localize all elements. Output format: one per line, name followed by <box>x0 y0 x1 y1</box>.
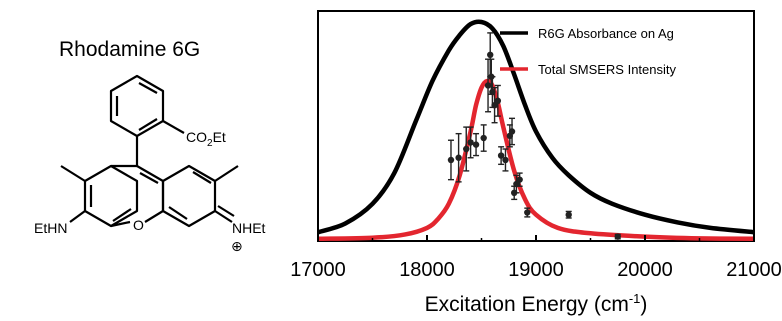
data-point-marker <box>494 97 502 105</box>
x-tick-label: 17000 <box>290 259 346 281</box>
ring-oxygen-label: O <box>133 217 144 233</box>
data-point <box>447 139 455 181</box>
legend-label-absorbance: R6G Absorbance on Ag <box>538 26 674 41</box>
data-point <box>508 117 516 146</box>
data-point-marker <box>491 101 498 109</box>
data-point-marker <box>455 154 462 161</box>
xanthene-right-ring <box>161 164 217 228</box>
data-point-marker <box>472 141 480 148</box>
data-point <box>491 86 498 124</box>
data-point-marker <box>508 128 516 135</box>
x-axis: 17000 18000 19000 20000 21000 <box>290 235 782 281</box>
data-point-marker <box>447 156 455 164</box>
positive-charge-icon: ⊕ <box>231 238 243 254</box>
data-point <box>565 210 572 219</box>
data-point <box>497 146 505 166</box>
legend: R6G Absorbance on Ag Total SMSERS Intens… <box>500 26 676 77</box>
x-tick-label: 18000 <box>399 259 455 281</box>
benzoate-ring <box>109 74 165 138</box>
x-tick-label: 19000 <box>508 259 564 281</box>
data-point <box>502 148 509 172</box>
data-point <box>455 132 462 183</box>
data-point-marker <box>502 156 509 164</box>
data-point <box>516 172 523 187</box>
x-tick-label: 21000 <box>726 259 782 281</box>
data-point <box>494 84 502 117</box>
data-point <box>463 126 470 172</box>
data-point <box>480 124 487 152</box>
molecule-title: Rhodamine 6G <box>59 38 200 61</box>
data-point-marker <box>484 82 492 89</box>
data-points <box>447 32 621 240</box>
data-point-marker <box>516 176 523 183</box>
data-point-marker <box>524 209 531 216</box>
rhodamine-structure <box>60 74 239 228</box>
data-point-marker <box>467 139 474 146</box>
ester-label: CO2Et <box>186 129 226 149</box>
data-point-marker <box>487 51 494 59</box>
data-point-marker <box>480 134 487 142</box>
data-point <box>472 132 480 157</box>
x-axis-title: Excitation Energy (cm-1) <box>425 291 648 316</box>
spectrum-chart: 17000 18000 19000 20000 21000 R6G Absorbance… <box>290 10 782 316</box>
series-line-absorbance <box>317 19 755 235</box>
series-line-smsers <box>317 78 755 242</box>
xanthene-left-ring <box>83 164 139 228</box>
legend-label-smsers: Total SMSERS Intensity <box>538 62 676 77</box>
data-point <box>614 233 621 240</box>
data-point <box>467 126 474 159</box>
data-point-marker <box>497 152 505 159</box>
data-point-marker <box>614 233 621 240</box>
plot-frame <box>317 10 755 242</box>
data-point <box>524 207 531 218</box>
left-amine-label: EtHN <box>34 220 67 236</box>
data-point-marker <box>463 145 470 153</box>
x-tick-label: 20000 <box>617 259 673 281</box>
right-amine-label: NHEt <box>232 220 266 236</box>
data-point-marker <box>565 211 572 218</box>
